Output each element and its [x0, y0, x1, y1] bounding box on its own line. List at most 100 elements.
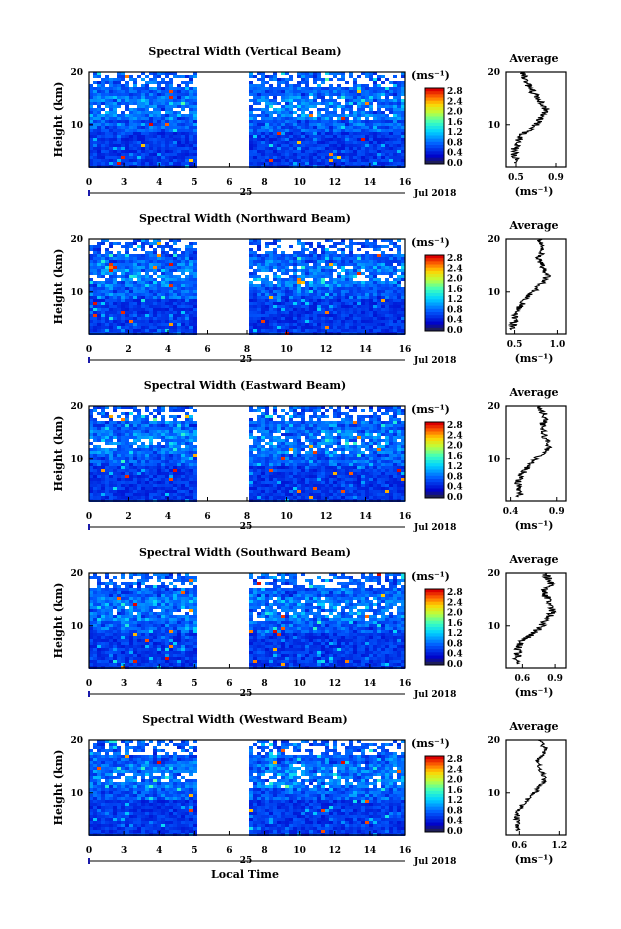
heatmap-cell — [345, 287, 349, 290]
heatmap-cell — [177, 257, 181, 260]
heatmap-cell — [157, 412, 161, 415]
heatmap-cell — [161, 469, 165, 472]
heatmap-cell — [281, 150, 285, 153]
heatmap-cell — [149, 490, 153, 493]
heatmap-cell — [261, 278, 265, 281]
heatmap-cell — [385, 272, 389, 275]
heatmap-cell — [121, 263, 125, 266]
heatmap-cell — [89, 442, 93, 445]
heatmap-cell — [149, 278, 153, 281]
heatmap-cell — [93, 153, 97, 156]
heatmap-cell — [253, 114, 257, 117]
heatmap-cell — [345, 159, 349, 162]
heatmap-cell — [265, 442, 269, 445]
heatmap-cell — [109, 257, 113, 260]
heatmap-cell — [193, 90, 197, 93]
heatmap-cell — [129, 257, 133, 260]
heatmap-cell — [141, 317, 145, 320]
heatmap-cell — [141, 153, 145, 156]
heatmap-cell — [249, 123, 253, 126]
heatmap-cell — [333, 90, 337, 93]
heatmap-cell — [113, 329, 117, 332]
heatmap-cell — [273, 311, 277, 314]
heatmap-cell — [101, 293, 105, 296]
heatmap-cell — [301, 138, 305, 141]
heatmap-cell — [173, 156, 177, 159]
heatmap-cell — [397, 138, 401, 141]
heatmap-cell — [133, 78, 137, 81]
colorbar-step — [425, 132, 444, 136]
heatmap-cell — [93, 430, 97, 433]
heatmap-cell — [401, 159, 405, 162]
heatmap-cell — [185, 445, 189, 448]
heatmap-cell — [89, 111, 93, 114]
heatmap-cell — [193, 460, 197, 463]
heatmap-cell — [393, 329, 397, 332]
heatmap-cell — [97, 248, 101, 251]
heatmap-cell — [173, 433, 177, 436]
heatmap-cell — [117, 317, 121, 320]
heatmap-cell — [261, 460, 265, 463]
heatmap-cell — [337, 102, 341, 105]
heatmap-cell — [141, 248, 145, 251]
heatmap-cell — [317, 314, 321, 317]
avg-x-tick-label: 0.5 — [507, 340, 523, 350]
heatmap-cell — [157, 296, 161, 299]
heatmap-cell — [281, 478, 285, 481]
heatmap-cell — [305, 117, 309, 120]
heatmap-cell — [265, 302, 269, 305]
heatmap-cell — [285, 317, 289, 320]
colorbar-step — [425, 258, 444, 262]
heatmap-cell — [393, 326, 397, 329]
heatmap-cell — [153, 475, 157, 478]
heatmap-cell — [137, 314, 141, 317]
heatmap-cell — [353, 242, 357, 245]
heatmap-cell — [169, 496, 173, 499]
heatmap-cell — [373, 126, 377, 129]
colorbar-step — [425, 141, 444, 146]
heatmap-cell — [401, 299, 405, 302]
heatmap-cell — [125, 481, 129, 484]
heatmap-cell — [101, 84, 105, 87]
heatmap-cell — [309, 141, 313, 144]
heatmap-cell — [157, 120, 161, 123]
heatmap-cell — [189, 266, 193, 269]
heatmap-cell — [281, 114, 285, 117]
heatmap-cell — [325, 320, 329, 323]
heatmap-cell — [161, 451, 165, 454]
heatmap-cell — [273, 317, 277, 320]
heatmap-cell — [121, 254, 125, 257]
heatmap-cell — [189, 156, 193, 159]
avg-y-tick-label: 10 — [487, 288, 500, 298]
heatmap-cell — [253, 135, 257, 138]
heatmap-cell — [381, 156, 385, 159]
heatmap-cell — [297, 251, 301, 254]
heatmap-cell — [353, 257, 357, 260]
heatmap-cell — [253, 436, 257, 439]
heatmap-cell — [309, 311, 313, 314]
heatmap-cell — [109, 132, 113, 135]
heatmap-cell — [269, 436, 273, 439]
heatmap-cell — [389, 126, 393, 129]
heatmap-cell — [161, 269, 165, 272]
heatmap-cell — [101, 433, 105, 436]
heatmap-cell — [301, 320, 305, 323]
heatmap-cell — [281, 99, 285, 102]
heatmap-cell — [169, 433, 173, 436]
heatmap-cell — [89, 153, 93, 156]
heatmap-cell — [321, 78, 325, 81]
colorbar-step — [425, 100, 444, 105]
heatmap-cell — [341, 323, 345, 326]
heatmap-cell — [333, 326, 337, 329]
heatmap-cell — [153, 472, 157, 475]
heatmap-cell — [145, 117, 149, 120]
heatmap-cell — [341, 251, 345, 254]
heatmap-cell — [265, 472, 269, 475]
heatmap-cell — [385, 126, 389, 129]
heatmap-cell — [129, 311, 133, 314]
heatmap-cell — [173, 299, 177, 302]
heatmap-cell — [125, 320, 129, 323]
heatmap-cell — [189, 326, 193, 329]
heatmap-cell — [293, 129, 297, 132]
heatmap-cell — [249, 451, 253, 454]
